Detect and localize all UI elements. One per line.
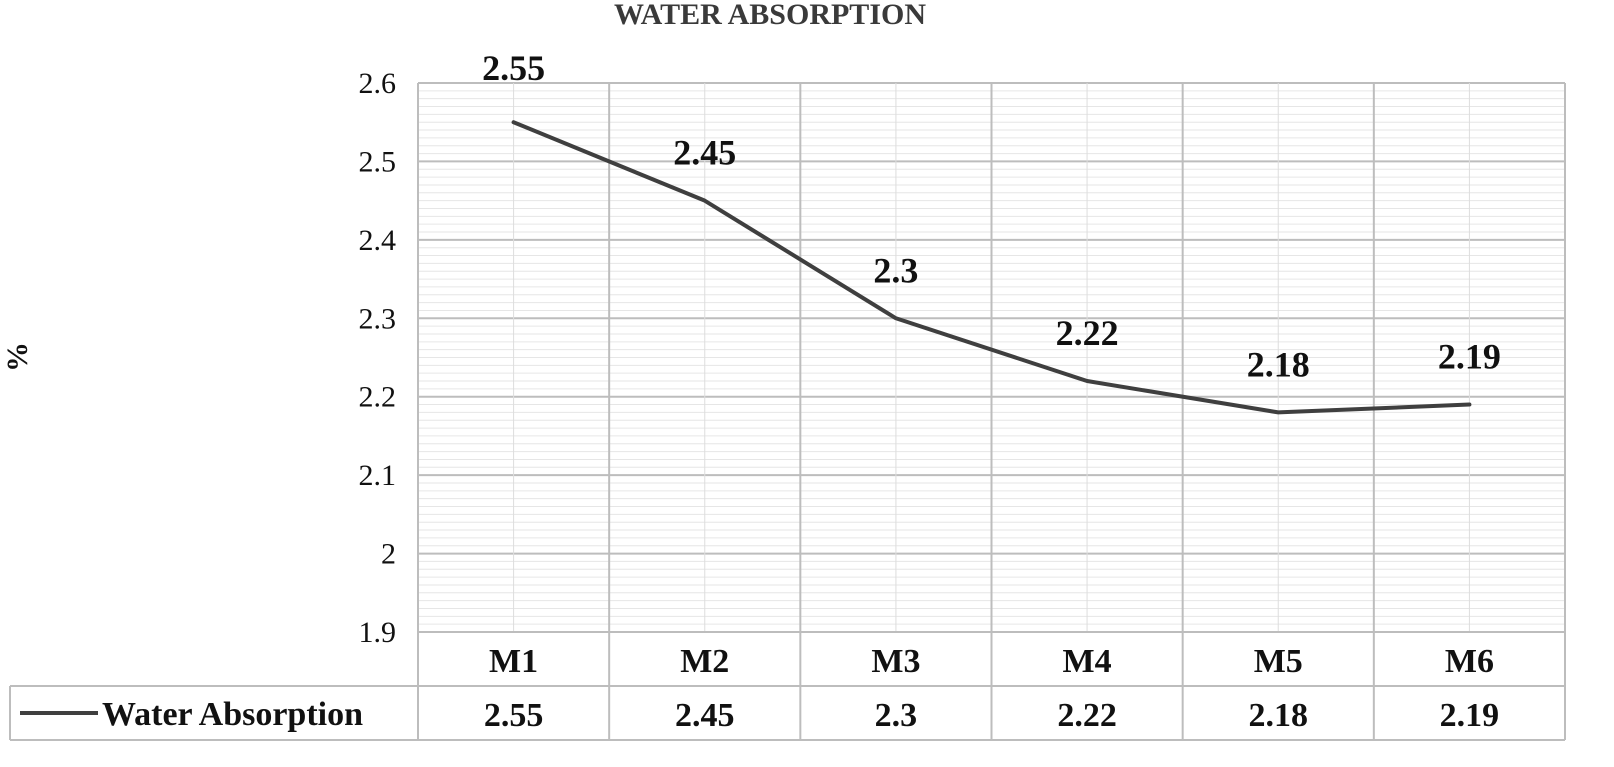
data-label: 2.22 <box>1056 313 1119 353</box>
category-label: M4 <box>1063 643 1112 680</box>
data-point <box>704 200 706 202</box>
category-label: M6 <box>1445 643 1494 680</box>
y-tick-label: 2 <box>381 538 396 571</box>
data-labels: 2.55 2.45 2.3 2.22 2.18 2.19 <box>482 48 1501 384</box>
y-axis-ticks: 1.9 2 2.1 2.2 2.3 2.4 2.5 2.6 <box>359 67 397 649</box>
series-lines <box>511 120 1472 415</box>
data-point <box>1277 411 1279 413</box>
y-tick-label: 2.2 <box>359 381 397 414</box>
data-point <box>895 317 897 319</box>
data-table-value: 2.55 <box>484 697 544 734</box>
data-table-value: 2.18 <box>1249 697 1309 734</box>
data-label: 2.55 <box>482 48 545 88</box>
data-label: 2.45 <box>673 133 736 173</box>
data-table-value: 2.3 <box>875 697 918 734</box>
y-tick-label: 2.5 <box>359 145 397 178</box>
data-table-value: 2.45 <box>675 697 735 734</box>
data-point <box>513 121 515 123</box>
chart-title: WATER ABSORPTION <box>614 0 926 31</box>
data-point <box>1468 404 1470 406</box>
category-labels: M1 M2 M3 M4 M5 M6 <box>489 643 1494 680</box>
data-table-value: 2.19 <box>1440 697 1500 734</box>
data-label: 2.19 <box>1438 337 1501 377</box>
y-tick-label: 1.9 <box>359 616 397 649</box>
data-label: 2.18 <box>1247 344 1310 384</box>
category-label: M5 <box>1254 643 1303 680</box>
category-gridlines <box>417 83 1566 740</box>
data-table-values: 2.55 2.45 2.3 2.22 2.18 2.19 <box>484 697 1499 734</box>
y-axis-label: % <box>1 342 34 372</box>
data-point <box>1086 380 1088 382</box>
data-table-value: 2.22 <box>1057 697 1117 734</box>
y-tick-label: 2.6 <box>359 67 397 100</box>
legend-label-water-absorption: Water Absorption <box>102 696 363 733</box>
category-label: M3 <box>871 643 920 680</box>
series-line-water-absorption <box>511 120 1472 415</box>
y-tick-label: 2.4 <box>359 224 397 257</box>
category-label: M1 <box>489 643 538 680</box>
y-tick-label: 2.1 <box>359 459 397 492</box>
data-table-grid <box>9 631 1565 741</box>
legend: Water Absorption <box>20 696 363 733</box>
data-label: 2.3 <box>873 250 918 290</box>
category-label: M2 <box>680 643 729 680</box>
y-tick-label: 2.3 <box>359 302 397 335</box>
